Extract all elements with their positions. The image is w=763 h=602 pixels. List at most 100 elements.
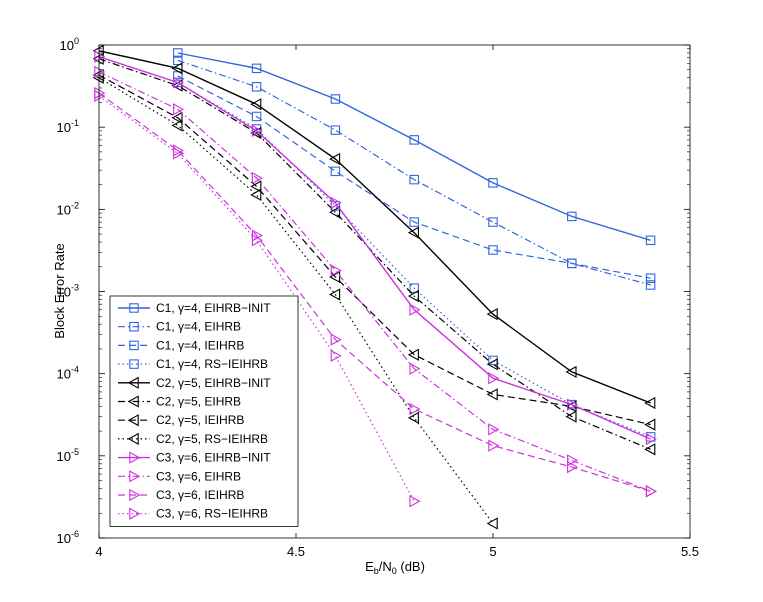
data-point — [645, 432, 657, 446]
data-point — [94, 89, 106, 103]
legend-marker — [129, 488, 141, 502]
legend-marker — [129, 359, 139, 369]
x-tick-label: 5.5 — [681, 544, 699, 559]
series-9 — [94, 50, 657, 446]
data-point — [488, 217, 498, 227]
data-point — [645, 235, 656, 246]
data-point — [251, 82, 262, 92]
legend-entry: C2, γ=5, RS−IEIHRB — [118, 432, 268, 446]
data-point — [251, 111, 262, 122]
series-line — [177, 81, 651, 438]
legend-entry: C3, γ=6, RS−IEIHRB — [118, 507, 268, 521]
legend-label: C2, γ=5, EIHRB — [156, 395, 241, 409]
data-point — [645, 485, 657, 498]
y-tick-label: 10-3 — [57, 283, 79, 300]
legend-marker — [127, 395, 139, 408]
y-axis-label: Block Error Rate — [52, 243, 67, 338]
data-point — [250, 180, 262, 193]
legend-label: C3, γ=6, RS−IEIHRB — [156, 507, 268, 521]
data-point — [251, 234, 263, 247]
legend-marker — [129, 303, 139, 313]
legend-marker — [129, 470, 141, 483]
legend-entry: C1, γ=4, EIHRB−INIT — [118, 301, 271, 315]
legend-label: C1, γ=4, EIHRB−INIT — [156, 301, 271, 315]
data-point — [567, 460, 579, 474]
data-point — [250, 188, 262, 201]
data-point — [407, 226, 419, 239]
series-line — [177, 59, 651, 286]
data-point — [565, 365, 577, 379]
series-line — [177, 75, 651, 279]
series-6 — [92, 52, 656, 456]
data-point — [330, 166, 341, 177]
data-point — [173, 48, 183, 58]
data-point — [329, 288, 341, 301]
data-point — [565, 410, 577, 423]
data-point — [171, 111, 183, 124]
plot-border — [98, 44, 691, 539]
legend-box — [109, 295, 299, 527]
axes-layer: 4 4.5 5 5.5 100 10-1 10-2 10-3 10-4 10-5 10-6 — [57, 36, 700, 559]
legend-label: C2, γ=5, RS−IEIHRB — [156, 432, 268, 446]
data-point — [407, 411, 419, 424]
y-tick-label: 10-1 — [57, 118, 79, 135]
data-point — [567, 211, 577, 222]
data-point — [330, 264, 342, 277]
y-tick-label: 10-2 — [57, 200, 79, 217]
data-point — [173, 103, 185, 116]
legend-marker — [127, 376, 139, 389]
data-point — [567, 258, 577, 269]
data-point — [94, 65, 106, 79]
data-point — [409, 403, 421, 416]
series-12 — [94, 89, 421, 508]
legend-marker — [127, 432, 139, 446]
data-point — [330, 94, 341, 104]
data-point — [486, 358, 498, 371]
legend-label: C3, γ=6, EIHRB−INIT — [156, 451, 271, 465]
legend: C1, γ=4, EIHRB−INIT C1, γ=4, EIHRB C1, γ=4… — [109, 295, 299, 527]
data-point — [407, 348, 419, 361]
data-point — [250, 98, 262, 111]
data-point — [94, 50, 106, 63]
data-point — [488, 423, 500, 436]
data-point — [330, 333, 342, 346]
y-tick-label: 10-6 — [57, 529, 79, 546]
data-point — [488, 245, 498, 255]
data-point — [486, 517, 498, 530]
series-line — [98, 56, 651, 440]
data-point — [488, 178, 498, 188]
data-point — [409, 217, 419, 227]
legend-entry: C2, γ=5, IEIHRB — [118, 413, 244, 427]
legend-marker — [129, 321, 139, 332]
data-point — [488, 439, 500, 452]
series-3 — [173, 71, 656, 283]
series-line — [98, 58, 651, 450]
legend-label: C3, γ=6, EIHRB — [156, 469, 241, 483]
series-1 — [173, 48, 656, 246]
data-point — [644, 418, 656, 431]
data-point — [330, 349, 342, 362]
legend-entry: C2, γ=5, EIHRB — [118, 395, 241, 409]
legend-marker — [127, 414, 139, 427]
legend-marker — [129, 340, 139, 351]
series-line — [98, 77, 494, 524]
x-axis-label: Eb/N0 (dB) — [365, 559, 425, 576]
data-point — [567, 398, 579, 411]
legend-entry: C3, γ=6, IEIHRB — [118, 488, 244, 502]
x-tick-label: 4.5 — [287, 544, 305, 559]
x-tick-label: 5 — [489, 544, 496, 559]
data-point — [251, 171, 263, 185]
y-tick-label: 10-4 — [57, 365, 79, 382]
legend-label: C2, γ=5, IEIHRB — [156, 413, 244, 427]
y-tick-label: 100 — [60, 36, 79, 53]
series-line — [98, 92, 651, 492]
data-point — [330, 125, 341, 135]
legend-marker — [129, 507, 141, 520]
legend-label: C3, γ=6, IEIHRB — [156, 488, 244, 502]
legend-entry: C2, γ=5, EIHRB−INIT — [118, 376, 271, 390]
data-point — [329, 270, 341, 284]
series-line — [98, 74, 651, 426]
y-tick-label: 10-5 — [57, 447, 79, 464]
data-point — [173, 147, 185, 160]
